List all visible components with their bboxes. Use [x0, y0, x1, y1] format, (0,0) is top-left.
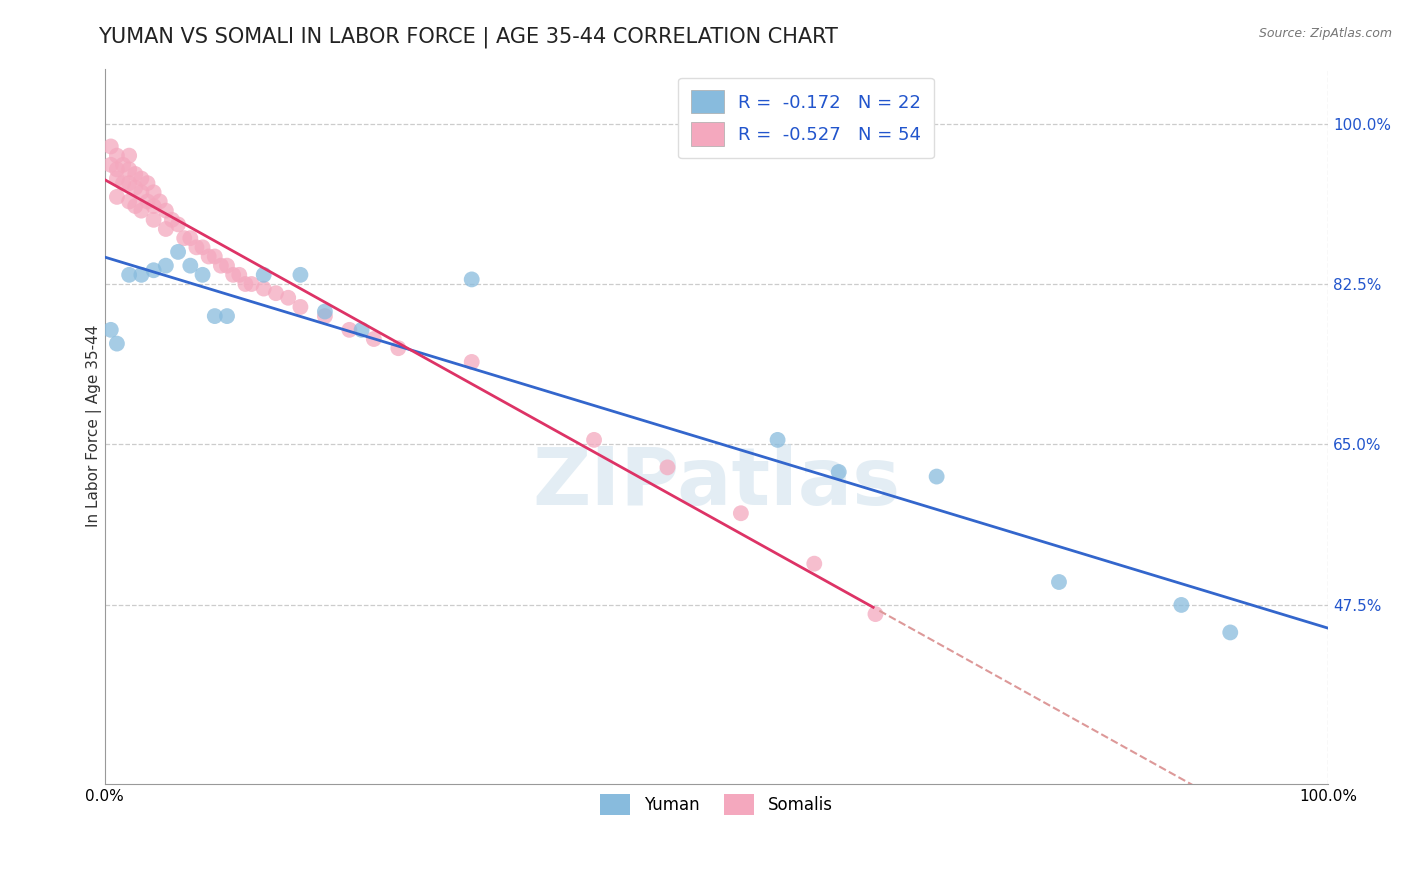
Point	[264, 286, 287, 301]
Point	[290, 300, 312, 314]
Point	[197, 250, 219, 264]
Point	[142, 263, 165, 277]
Point	[136, 194, 159, 209]
Point	[461, 272, 484, 286]
Point	[730, 506, 752, 520]
Point	[105, 148, 128, 162]
Point	[191, 268, 214, 282]
Point	[179, 231, 201, 245]
Point	[155, 259, 177, 273]
Point	[100, 158, 122, 172]
Point	[277, 291, 299, 305]
Point	[925, 469, 948, 483]
Point	[350, 323, 373, 337]
Point	[240, 277, 263, 291]
Point	[803, 557, 825, 571]
Point	[100, 323, 122, 337]
Point	[118, 268, 141, 282]
Point	[100, 139, 122, 153]
Text: ZIPatlas: ZIPatlas	[533, 444, 900, 523]
Point	[235, 277, 257, 291]
Point	[204, 250, 226, 264]
Point	[118, 194, 141, 209]
Point	[167, 218, 190, 232]
Point	[124, 199, 146, 213]
Point	[118, 148, 141, 162]
Point	[191, 240, 214, 254]
Point	[865, 607, 887, 621]
Point	[142, 186, 165, 200]
Point	[290, 268, 312, 282]
Point	[461, 355, 484, 369]
Point	[179, 259, 201, 273]
Point	[173, 231, 195, 245]
Point	[105, 190, 128, 204]
Point	[131, 186, 153, 200]
Point	[209, 259, 232, 273]
Point	[253, 282, 276, 296]
Y-axis label: In Labor Force | Age 35-44: In Labor Force | Age 35-44	[86, 325, 101, 527]
Point	[222, 268, 245, 282]
Point	[657, 460, 679, 475]
Point	[124, 167, 146, 181]
Point	[131, 171, 153, 186]
Point	[215, 309, 238, 323]
Point	[167, 244, 190, 259]
Point	[142, 212, 165, 227]
Point	[1047, 574, 1070, 589]
Point	[1219, 625, 1241, 640]
Point	[112, 158, 135, 172]
Point	[149, 194, 172, 209]
Point	[228, 268, 250, 282]
Point	[105, 162, 128, 177]
Point	[124, 180, 146, 194]
Point	[118, 176, 141, 190]
Point	[314, 309, 336, 323]
Point	[186, 240, 208, 254]
Point	[204, 309, 226, 323]
Point	[363, 332, 385, 346]
Point	[105, 336, 128, 351]
Point	[112, 176, 135, 190]
Point	[136, 176, 159, 190]
Point	[131, 268, 153, 282]
Point	[131, 203, 153, 218]
Point	[142, 199, 165, 213]
Text: YUMAN VS SOMALI IN LABOR FORCE | AGE 35-44 CORRELATION CHART: YUMAN VS SOMALI IN LABOR FORCE | AGE 35-…	[98, 27, 838, 48]
Text: Source: ZipAtlas.com: Source: ZipAtlas.com	[1258, 27, 1392, 40]
Point	[337, 323, 360, 337]
Point	[387, 341, 409, 355]
Point	[828, 465, 851, 479]
Point	[155, 222, 177, 236]
Point	[766, 433, 789, 447]
Point	[155, 203, 177, 218]
Point	[253, 268, 276, 282]
Legend: Yuman, Somalis: Yuman, Somalis	[591, 784, 842, 825]
Point	[118, 162, 141, 177]
Point	[314, 304, 336, 318]
Point	[215, 259, 238, 273]
Point	[105, 171, 128, 186]
Point	[1170, 598, 1192, 612]
Point	[583, 433, 606, 447]
Point	[160, 212, 183, 227]
